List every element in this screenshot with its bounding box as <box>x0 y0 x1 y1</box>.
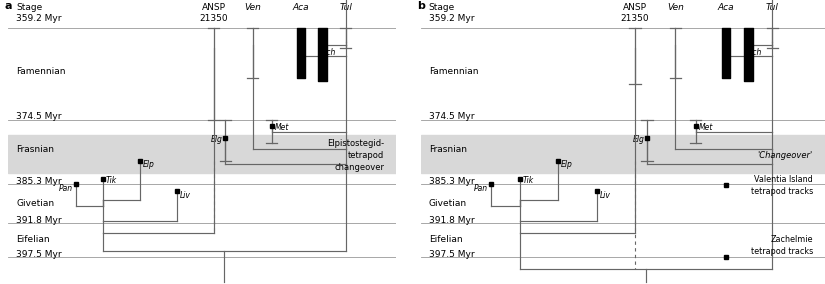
Text: 'Changeover': 'Changeover' <box>757 151 813 160</box>
Text: 397.5 Myr: 397.5 Myr <box>16 250 62 259</box>
Text: Liv: Liv <box>600 191 610 200</box>
Text: Zachelmie
tetrapod tracks: Zachelmie tetrapod tracks <box>751 235 813 256</box>
Text: 374.5 Myr: 374.5 Myr <box>429 112 474 121</box>
Text: Ich: Ich <box>751 48 762 57</box>
Text: Pan: Pan <box>59 183 73 193</box>
Text: Frasnian: Frasnian <box>429 145 467 154</box>
Text: ANSP: ANSP <box>623 3 647 12</box>
Text: b: b <box>417 1 425 11</box>
Text: Eifelian: Eifelian <box>16 235 49 244</box>
Text: 385.3 Myr: 385.3 Myr <box>16 177 62 186</box>
Text: Givetian: Givetian <box>16 199 54 208</box>
Text: Ven: Ven <box>244 3 261 12</box>
Text: Elg: Elg <box>211 135 223 143</box>
Bar <box>8 135 396 174</box>
Text: Famennian: Famennian <box>16 67 65 76</box>
Text: Aca: Aca <box>293 3 309 12</box>
Text: Met: Met <box>275 123 289 131</box>
Text: Ven: Ven <box>667 3 684 12</box>
Text: Ich: Ich <box>325 48 336 57</box>
Text: Tik: Tik <box>522 176 533 185</box>
Text: Elpistostegid-
tetrapod
changeover: Elpistostegid- tetrapod changeover <box>328 139 384 172</box>
Text: 374.5 Myr: 374.5 Myr <box>16 112 62 121</box>
Text: Famennian: Famennian <box>429 67 478 76</box>
Text: 359.2 Myr: 359.2 Myr <box>16 14 62 23</box>
Text: Elg: Elg <box>633 135 644 143</box>
Text: 21350: 21350 <box>620 14 649 23</box>
Text: Tik: Tik <box>106 176 116 185</box>
Text: Pan: Pan <box>474 183 488 193</box>
Text: Met: Met <box>699 123 713 131</box>
Text: Liv: Liv <box>180 191 191 200</box>
Text: Stage: Stage <box>16 3 42 12</box>
Bar <box>421 135 825 174</box>
Text: Stage: Stage <box>429 3 455 12</box>
Text: Eifelian: Eifelian <box>429 235 463 244</box>
Text: Aca: Aca <box>718 3 734 12</box>
Text: Givetian: Givetian <box>429 199 467 208</box>
Text: Frasnian: Frasnian <box>16 145 54 154</box>
Text: ANSP: ANSP <box>202 3 226 12</box>
Text: 359.2 Myr: 359.2 Myr <box>429 14 474 23</box>
Text: 21350: 21350 <box>200 14 228 23</box>
Text: 397.5 Myr: 397.5 Myr <box>429 250 474 259</box>
Text: Elp: Elp <box>561 160 573 169</box>
Text: Tul: Tul <box>339 3 352 12</box>
Text: Valentia Island
tetrapod tracks: Valentia Island tetrapod tracks <box>751 175 813 196</box>
Text: 391.8 Myr: 391.8 Myr <box>429 216 474 225</box>
Text: 391.8 Myr: 391.8 Myr <box>16 216 62 225</box>
Text: 385.3 Myr: 385.3 Myr <box>429 177 474 186</box>
Text: Elp: Elp <box>143 160 154 169</box>
Text: a: a <box>4 1 12 11</box>
Text: Tul: Tul <box>766 3 779 12</box>
